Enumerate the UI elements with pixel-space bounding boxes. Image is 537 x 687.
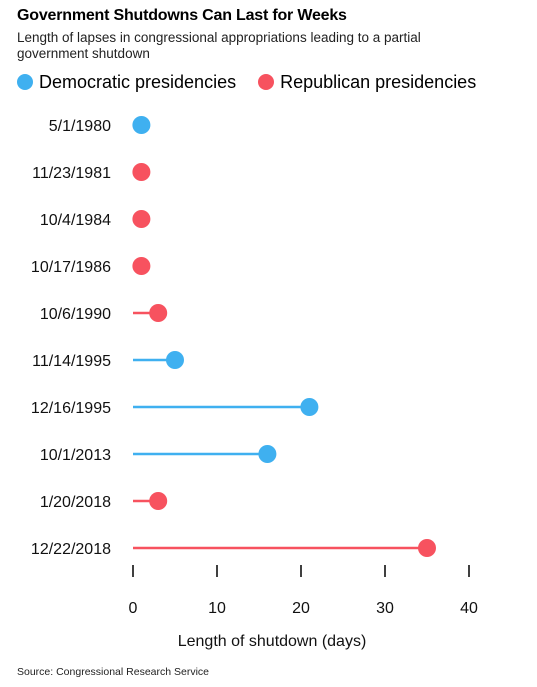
legend: Democratic presidencies Republican presi… xyxy=(17,70,498,94)
lollipop-point xyxy=(132,116,151,134)
legend-item-republican: Republican presidencies xyxy=(258,72,476,93)
category-label: 12/22/2018 xyxy=(31,541,111,558)
legend-dot-democratic xyxy=(17,74,33,90)
lollipop-point xyxy=(149,304,168,322)
category-label: 10/4/1984 xyxy=(40,212,111,229)
legend-label-democratic: Democratic presidencies xyxy=(39,71,237,92)
x-axis-title: Length of shutdown (days) xyxy=(178,633,367,650)
category-label: 10/17/1986 xyxy=(31,259,111,276)
lollipop-point xyxy=(149,492,168,510)
category-label: 11/23/1981 xyxy=(32,165,111,182)
category-label: 11/14/1995 xyxy=(32,353,111,370)
lollipop-point xyxy=(258,445,277,463)
legend-label-republican: Republican presidencies xyxy=(280,71,477,92)
legend-dot-republican xyxy=(258,74,275,90)
category-label: 5/1/1980 xyxy=(49,118,111,135)
x-tick-label: 10 xyxy=(208,600,226,617)
x-tick-label: 40 xyxy=(460,600,478,617)
category-label: 12/16/1995 xyxy=(31,400,111,417)
lollipop-point xyxy=(132,210,151,228)
x-tick-label: 20 xyxy=(292,600,310,617)
chart-title: Government Shutdowns Can Last for Weeks xyxy=(17,7,347,24)
chart-subtitle: Length of lapses in congressional approp… xyxy=(17,30,421,61)
legend-item-democratic: Democratic presidencies xyxy=(17,72,236,93)
lollipop-point xyxy=(132,257,151,275)
x-tick-label: 30 xyxy=(376,600,394,617)
source-note: Source: Congressional Research Service xyxy=(17,666,210,678)
category-label: 1/20/2018 xyxy=(40,494,111,511)
lollipop-point xyxy=(132,163,151,181)
lollipop-point xyxy=(300,398,319,416)
lollipop-point xyxy=(418,539,436,557)
lollipop-point xyxy=(166,351,184,369)
x-tick-label: 0 xyxy=(129,600,138,617)
category-label: 10/1/2013 xyxy=(40,447,111,464)
category-label: 10/6/1990 xyxy=(40,306,111,323)
